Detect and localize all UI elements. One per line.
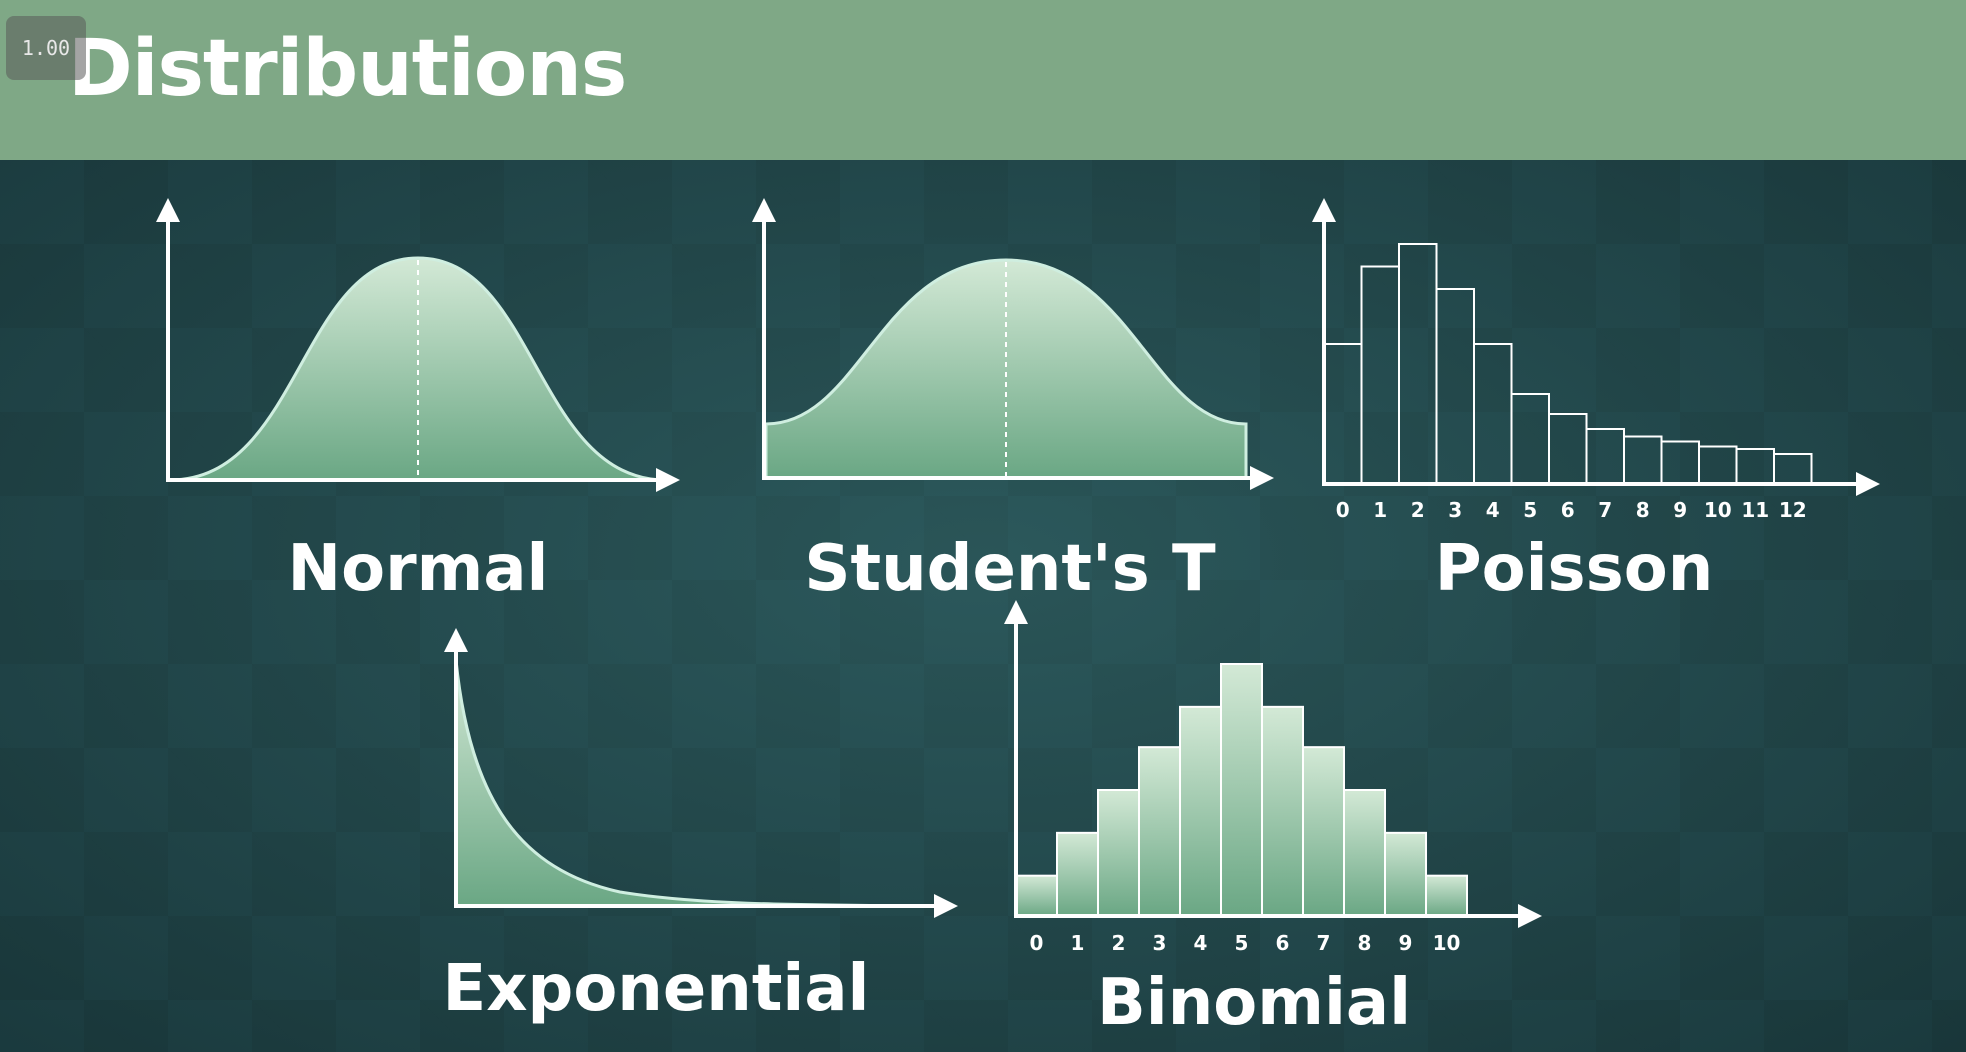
poisson-bar-1 [1360, 265, 1400, 485]
poisson-bar-12 [1773, 453, 1813, 485]
poisson-tick-label: 8 [1636, 498, 1650, 522]
exponential-panel: Exponential [443, 628, 958, 1026]
exponential-curve [454, 659, 931, 908]
binomial-tick-label: 6 [1276, 931, 1290, 955]
binomial-tick-label: 10 [1433, 931, 1461, 955]
poisson-tick-label: 6 [1561, 498, 1575, 522]
binomial-tick-labels: 0 1 2 3 4 5 6 7 8 9 10 [1030, 931, 1461, 955]
poisson-tick-label: 0 [1336, 498, 1350, 522]
normal-curve [169, 256, 667, 482]
poisson-tick-label: 11 [1741, 498, 1769, 522]
poisson-tick-labels: 0 1 2 3 4 5 6 7 8 9 10 11 12 [1336, 498, 1807, 522]
zoom-badge: 1.00 [6, 16, 86, 80]
poisson-tick-label: 2 [1411, 498, 1425, 522]
binomial-bars [1015, 663, 1468, 918]
poisson-tick-label: 5 [1523, 498, 1537, 522]
normal-panel: Normal [156, 198, 680, 606]
poisson-bar-6 [1548, 413, 1588, 485]
binomial-tick-label: 2 [1112, 931, 1126, 955]
binomial-label: Binomial [1097, 966, 1411, 1040]
poisson-bar-9 [1660, 440, 1700, 485]
binomial-bar-10 [1425, 874, 1468, 917]
poisson-tick-label: 10 [1704, 498, 1732, 522]
poisson-bar-3 [1435, 288, 1475, 485]
poisson-bar-0 [1323, 343, 1363, 485]
poisson-tick-label: 3 [1448, 498, 1462, 522]
binomial-tick-label: 9 [1399, 931, 1413, 955]
poisson-bar-7 [1585, 428, 1625, 485]
binomial-panel: 0 1 2 3 4 5 6 7 8 9 10 Binomial [1004, 600, 1542, 1040]
binomial-tick-label: 0 [1030, 931, 1044, 955]
binomial-tick-label: 8 [1358, 931, 1372, 955]
binomial-tick-label: 7 [1317, 931, 1331, 955]
binomial-bar-0 [1015, 874, 1058, 917]
poisson-tick-label: 7 [1598, 498, 1612, 522]
binomial-bar-3 [1138, 746, 1181, 917]
normal-label: Normal [288, 532, 549, 606]
binomial-bar-1 [1056, 831, 1099, 918]
poisson-tick-label: 4 [1486, 498, 1500, 522]
poisson-bar-2 [1398, 243, 1438, 485]
exponential-label: Exponential [443, 952, 870, 1026]
binomial-tick-label: 4 [1194, 931, 1208, 955]
binomial-bar-5 [1220, 663, 1263, 917]
students-t-panel: Student's T [752, 198, 1274, 606]
poisson-bar-11 [1735, 448, 1775, 485]
page-title: Distributions [68, 24, 627, 114]
poisson-bar-5 [1510, 393, 1550, 485]
binomial-bar-7 [1302, 746, 1345, 917]
students-t-curve [764, 258, 1248, 480]
poisson-tick-label: 12 [1779, 498, 1807, 522]
binomial-bar-6 [1261, 705, 1304, 918]
poisson-bars [1323, 243, 1813, 485]
poisson-tick-label: 9 [1673, 498, 1687, 522]
binomial-tick-label: 3 [1153, 931, 1167, 955]
binomial-bar-9 [1384, 831, 1427, 918]
poisson-bar-10 [1698, 445, 1738, 485]
poisson-tick-label: 1 [1373, 498, 1387, 522]
poisson-panel: 0 1 2 3 4 5 6 7 8 9 10 11 12 Poisson [1312, 198, 1880, 606]
binomial-bar-2 [1097, 789, 1140, 917]
binomial-tick-label: 1 [1071, 931, 1085, 955]
binomial-tick-label: 5 [1235, 931, 1249, 955]
binomial-bar-8 [1343, 789, 1386, 917]
header-bar: Distributions [0, 0, 1966, 160]
poisson-label: Poisson [1435, 532, 1714, 606]
poisson-bar-4 [1473, 343, 1513, 485]
students-t-label: Student's T [804, 532, 1216, 606]
binomial-bar-4 [1179, 705, 1222, 918]
poisson-bar-8 [1623, 435, 1663, 485]
